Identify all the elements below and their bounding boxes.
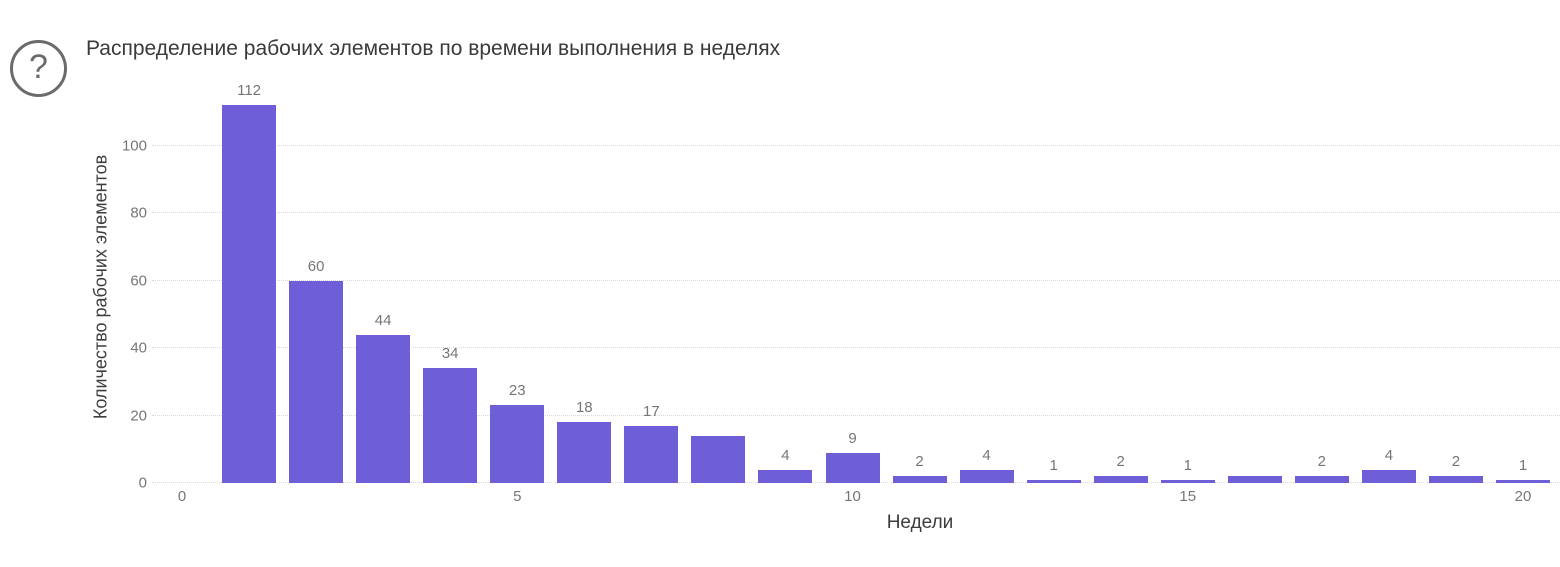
gridline <box>152 144 1560 146</box>
gridline <box>152 279 1560 281</box>
bar-week-18[interactable] <box>1361 469 1416 483</box>
x-axis-title: Недели <box>886 512 954 533</box>
gridline <box>152 347 1560 348</box>
bar-week-19[interactable] <box>1428 476 1483 483</box>
x-tick-label: 15 <box>1179 488 1197 505</box>
bar-value-label: 60 <box>307 257 325 275</box>
bar-value-label: 2 <box>1116 453 1125 471</box>
x-tick-label: 0 <box>177 488 187 505</box>
y-tick-label: 40 <box>130 339 147 357</box>
bar-value-label: 2 <box>1451 453 1461 471</box>
help-button[interactable]: ? <box>10 40 67 97</box>
bar-week-20[interactable] <box>1496 479 1550 483</box>
bar-week-6[interactable] <box>557 422 612 483</box>
bar-week-11[interactable] <box>892 476 947 483</box>
bar-value-label: 2 <box>1317 453 1327 471</box>
x-tick-label: 20 <box>1514 488 1532 505</box>
bar-value-label: 18 <box>575 399 593 417</box>
bar-value-label: 4 <box>1384 446 1394 464</box>
bar-week-17[interactable] <box>1294 476 1349 483</box>
bar-week-5[interactable] <box>490 405 545 483</box>
plot-area: 112 60 44 34 23 18 17 4 9 2 4 1 2 1 2 4 2 1 <box>152 82 1560 483</box>
bar-value-label: 1 <box>1049 456 1058 474</box>
bar-value-label: 9 <box>848 429 857 447</box>
bar-value-label: 112 <box>237 82 262 99</box>
bar-week-3[interactable] <box>356 334 411 483</box>
bar-week-16[interactable] <box>1227 476 1282 483</box>
bar-value-label: 1 <box>1183 456 1192 474</box>
chart-title: Распределение рабочих элементов по време… <box>86 37 781 60</box>
gridline <box>152 414 1560 416</box>
bar-week-12[interactable] <box>959 469 1014 483</box>
x-tick-label: 10 <box>844 488 861 505</box>
y-tick-label: 0 <box>138 474 147 492</box>
y-tick-label: 60 <box>130 272 147 289</box>
bar-week-4[interactable] <box>423 368 478 483</box>
x-tick-label: 5 <box>513 488 522 505</box>
bar-value-label: 23 <box>508 382 526 400</box>
bar-week-2[interactable] <box>289 280 344 483</box>
y-axis-title: Количество рабочих элементов <box>90 154 111 420</box>
gridline <box>152 212 1560 213</box>
y-tick-label: 20 <box>130 407 147 424</box>
bar-value-label: 34 <box>441 345 459 363</box>
bar-value-label: 4 <box>781 446 790 464</box>
bar-value-label: 4 <box>982 446 991 464</box>
y-tick-label: 80 <box>130 204 147 222</box>
bar-week-10[interactable] <box>825 452 880 483</box>
bar-value-label: 17 <box>643 402 660 420</box>
bar-week-15[interactable] <box>1160 479 1215 483</box>
bar-week-14[interactable] <box>1093 476 1148 483</box>
bar-value-label: 1 <box>1518 456 1528 474</box>
y-tick-label: 100 <box>121 137 147 154</box>
bar-week-7[interactable] <box>624 425 679 483</box>
bar-week-8[interactable] <box>691 435 746 483</box>
bar-value-label: 44 <box>374 311 392 329</box>
question-mark-icon: ? <box>29 47 48 86</box>
bar-value-label: 2 <box>915 453 924 471</box>
bar-week-9[interactable] <box>758 469 813 483</box>
bar-week-13[interactable] <box>1026 479 1081 483</box>
bar-week-1[interactable] <box>222 105 277 483</box>
